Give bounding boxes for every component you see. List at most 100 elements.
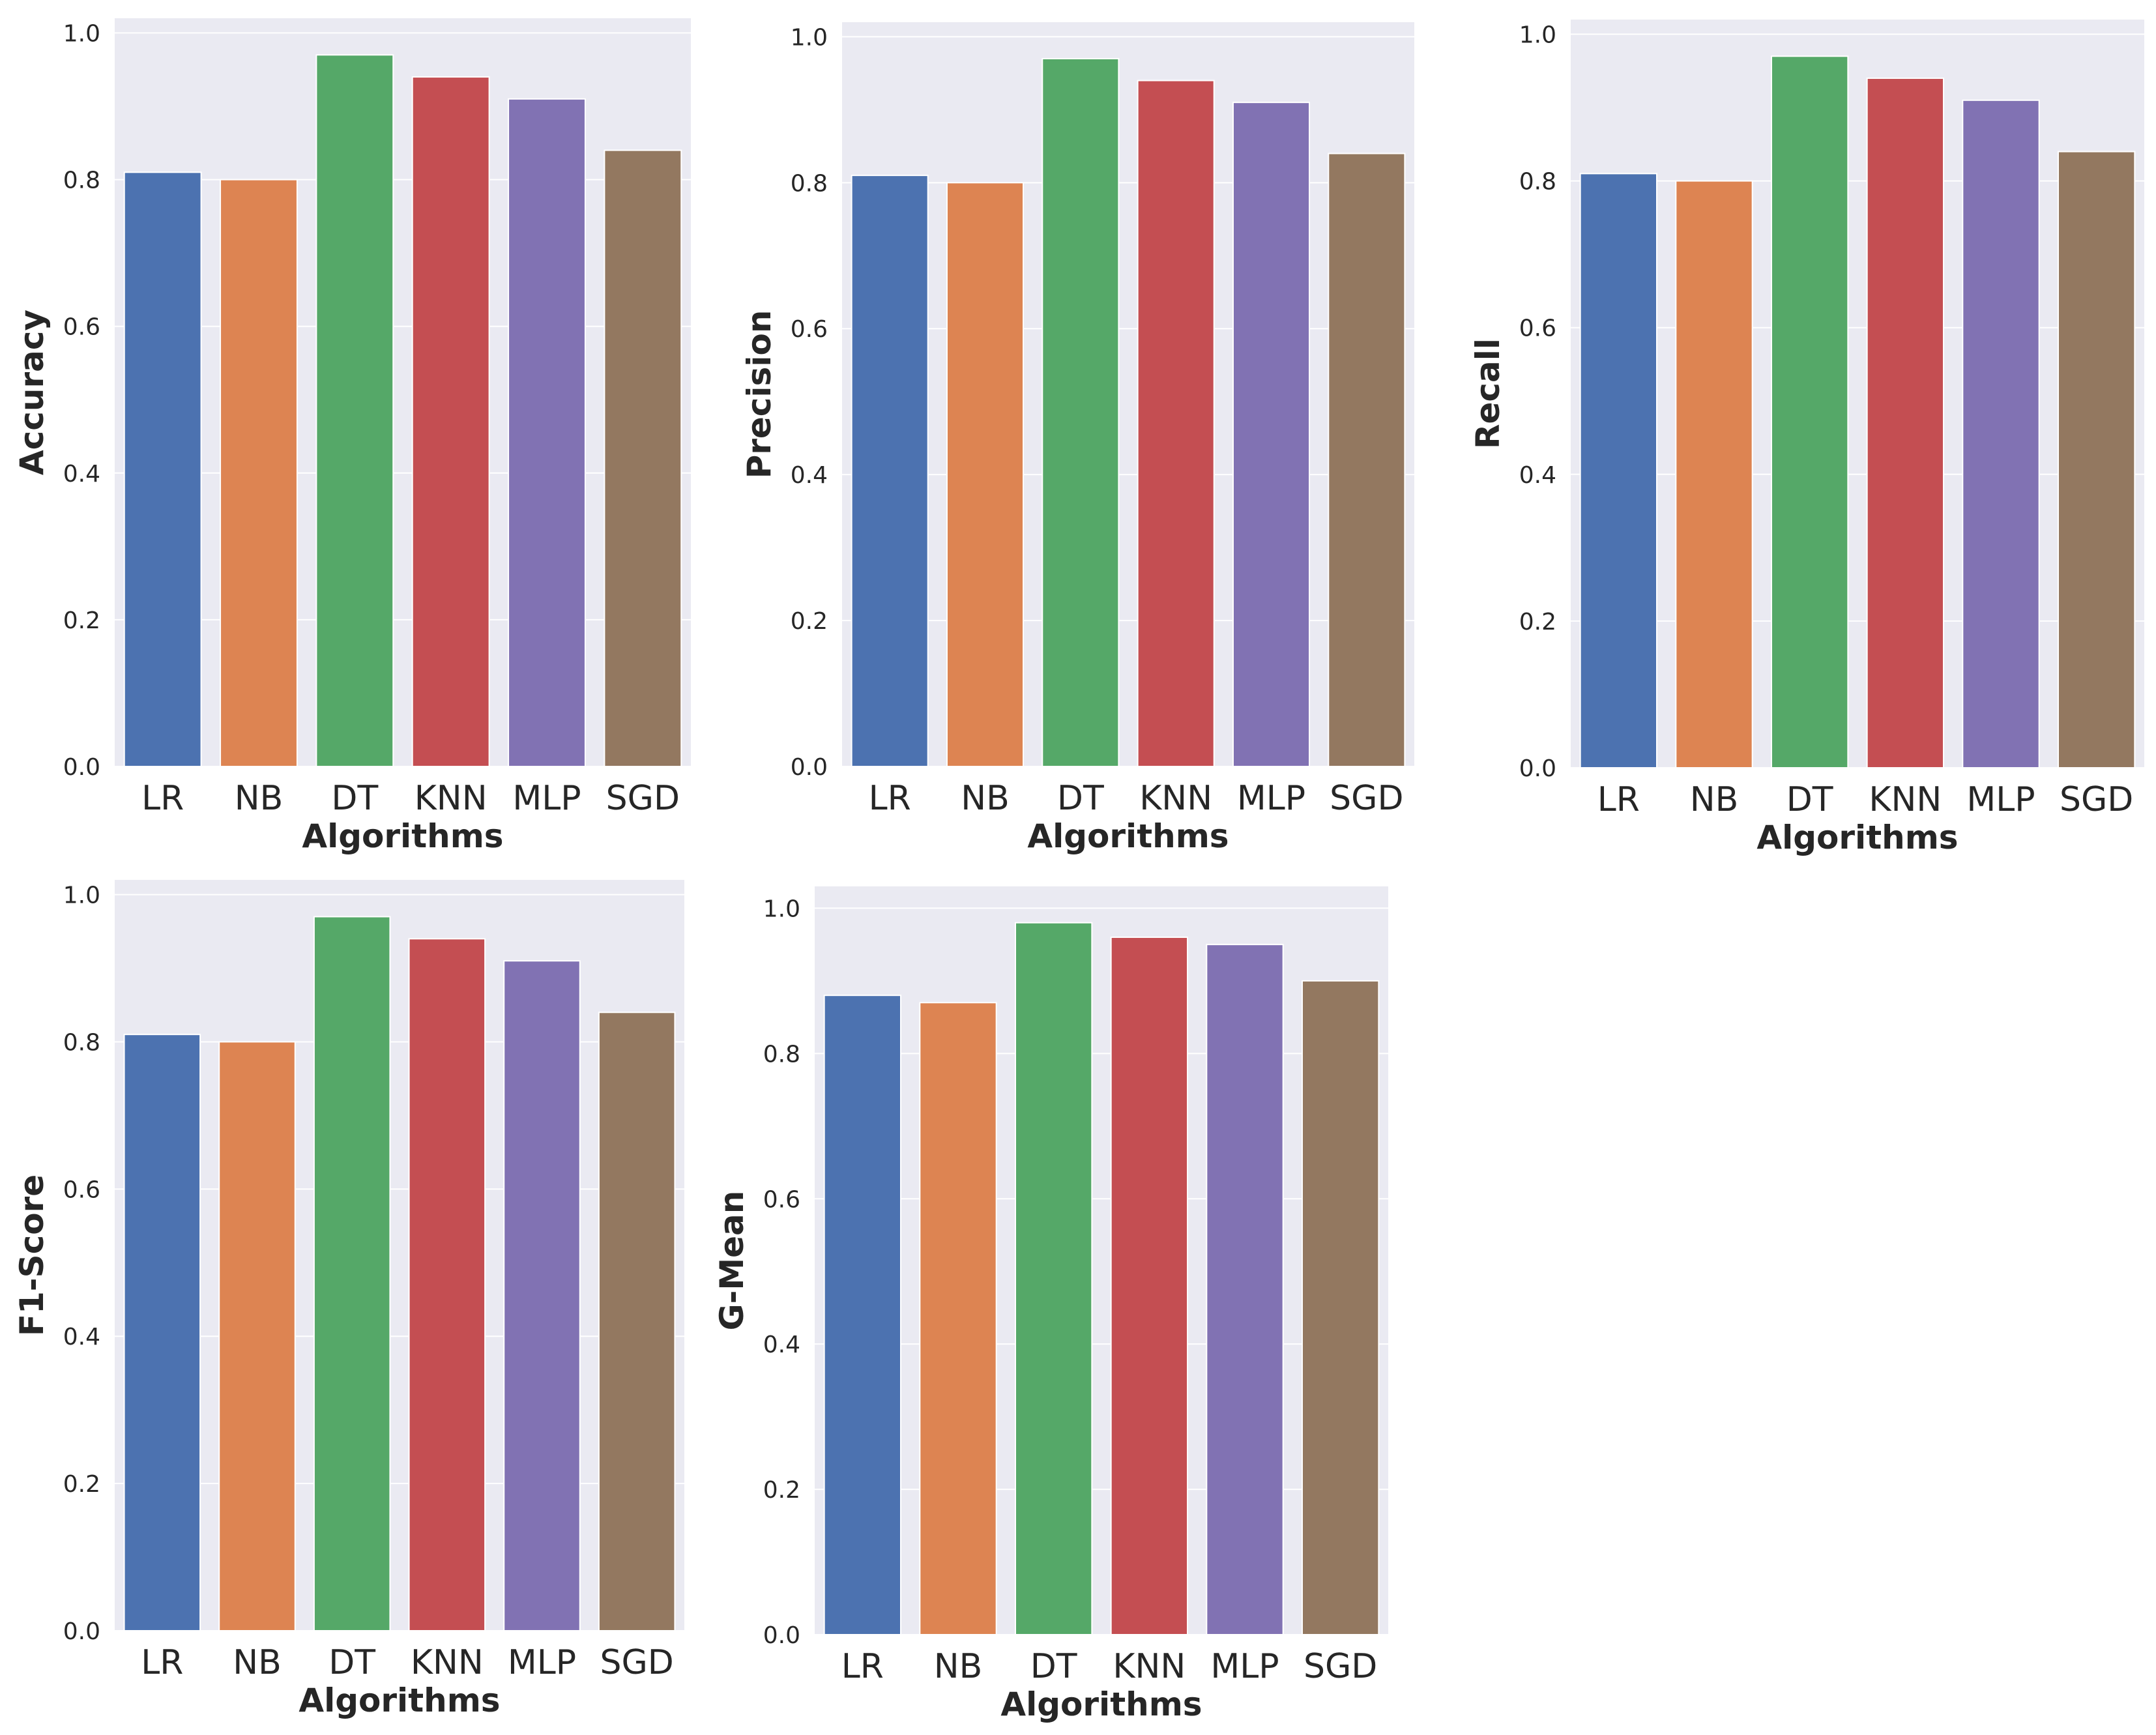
- bar-dt: [1771, 55, 1849, 768]
- y-tick-label: 1.0: [63, 882, 100, 909]
- y-tick-label: 0.0: [791, 754, 828, 781]
- y-tick-label: 0.2: [791, 608, 828, 635]
- y-tick-label: 0.0: [63, 1618, 100, 1645]
- panel-g-mean: 0.0 0.2 0.4 0.6 0.8 1.0 LR NB DT KNN MLP SGD Algorit…: [713, 886, 1388, 1723]
- x-tick-label: LR: [1597, 780, 1640, 819]
- bar-mlp: [1962, 99, 2040, 768]
- panel-f1-score: 0.0 0.2 0.4 0.6 0.8 1.0 LR NB DT KNN MLP SGD Algorit…: [13, 880, 684, 1719]
- bar-lr: [823, 995, 901, 1635]
- y-tick-label: 0.8: [763, 1041, 800, 1068]
- y-tick-label: 0.0: [63, 754, 100, 781]
- x-tick-label: MLP: [508, 1643, 576, 1682]
- bar-dt: [315, 54, 394, 767]
- bar-lr: [1579, 173, 1658, 768]
- x-tick-label: SGD: [1330, 779, 1403, 818]
- x-tick-label: SGD: [2060, 780, 2133, 819]
- bar-knn: [1866, 78, 1945, 769]
- x-axis-title: Algorithms: [1000, 1685, 1202, 1723]
- y-axis-title: Precision: [740, 310, 778, 479]
- y-tick-label: 0.8: [1519, 169, 1556, 196]
- x-tick-label: KNN: [411, 1643, 484, 1682]
- y-tick-label: 0.2: [763, 1477, 800, 1504]
- y-tick-label: 0.8: [791, 170, 828, 197]
- y-tick-label: 0.6: [63, 1176, 100, 1203]
- panel-precision: 0.0 0.2 0.4 0.6 0.8 1.0 LR NB DT KNN MLP SGD Algorit…: [740, 22, 1414, 855]
- y-tick-label: 0.4: [1519, 462, 1556, 489]
- bar-mlp: [503, 960, 581, 1631]
- x-axis-title: Algorithms: [302, 817, 503, 855]
- y-tick-label: 0.6: [791, 316, 828, 343]
- y-axis-title: Accuracy: [13, 310, 51, 475]
- x-tick-label: NB: [961, 779, 1010, 818]
- x-tick-label: NB: [1690, 780, 1739, 819]
- plot-area-recall: [1571, 20, 2144, 768]
- y-tick-label: 1.0: [791, 24, 828, 51]
- y-tick-label: 1.0: [63, 21, 100, 48]
- bar-sgd: [2058, 151, 2136, 768]
- bar-sgd: [604, 149, 682, 767]
- x-tick-label: DT: [331, 779, 378, 818]
- x-tick-label: DT: [1786, 780, 1833, 819]
- y-tick-label: 1.0: [1519, 22, 1556, 49]
- panel-recall: 0.0 0.2 0.4 0.6 0.8 1.0 LR NB DT KNN MLP SGD Algorit…: [1469, 20, 2144, 856]
- x-tick-label: MLP: [1210, 1647, 1279, 1686]
- y-tick-label: 0.2: [63, 607, 100, 634]
- y-tick-label: 0.6: [763, 1186, 800, 1213]
- x-tick-label: NB: [934, 1647, 983, 1686]
- bar-nb: [220, 179, 298, 767]
- y-tick-label: 0.4: [763, 1332, 800, 1358]
- plot-area-g-mean: [815, 886, 1388, 1635]
- bar-mlp: [508, 98, 586, 767]
- bar-lr: [851, 175, 929, 767]
- bar-sgd: [1302, 980, 1380, 1635]
- bar-lr: [123, 171, 202, 767]
- y-tick-label: 0.6: [63, 314, 100, 341]
- bar-dt: [1015, 922, 1093, 1635]
- x-tick-label: LR: [869, 779, 911, 818]
- y-tick-label: 0.2: [1519, 609, 1556, 635]
- plot-area-f1-score: [115, 880, 684, 1631]
- x-tick-label: NB: [235, 779, 284, 818]
- y-tick-label: 0.2: [63, 1471, 100, 1498]
- bar-mlp: [1206, 944, 1284, 1635]
- y-tick-label: 0.6: [1519, 315, 1556, 342]
- x-tick-label: KNN: [1869, 780, 1942, 819]
- x-axis-title: Algorithms: [1027, 817, 1229, 855]
- y-tick-label: 0.4: [63, 1324, 100, 1350]
- bar-sgd: [598, 1012, 676, 1631]
- plot-area-accuracy: [115, 18, 691, 766]
- y-tick-label: 0.4: [63, 461, 100, 488]
- bar-lr: [123, 1034, 201, 1632]
- y-tick-label: 0.8: [63, 1029, 100, 1056]
- y-tick-label: 0.0: [1519, 755, 1556, 782]
- bar-knn: [1110, 937, 1188, 1635]
- bar-nb: [919, 1002, 997, 1635]
- y-axis-title: Recall: [1469, 338, 1507, 449]
- plot-area-precision: [842, 22, 1414, 766]
- x-tick-label: LR: [141, 779, 184, 818]
- x-tick-label: KNN: [415, 779, 488, 818]
- x-tick-label: DT: [1057, 779, 1104, 818]
- x-tick-label: MLP: [512, 779, 581, 818]
- bar-nb: [946, 182, 1025, 767]
- y-axis-title: G-Mean: [713, 1191, 751, 1331]
- bar-knn: [411, 76, 490, 768]
- x-tick-label: KNN: [1139, 779, 1212, 818]
- x-axis-title: Algorithms: [299, 1682, 500, 1719]
- x-tick-label: MLP: [1966, 780, 2035, 819]
- x-tick-label: DT: [328, 1643, 375, 1682]
- y-tick-label: 1.0: [763, 896, 800, 922]
- bar-dt: [1042, 57, 1120, 768]
- x-tick-label: SGD: [1304, 1647, 1377, 1686]
- bar-nb: [218, 1041, 296, 1631]
- x-tick-label: NB: [233, 1643, 282, 1682]
- bar-mlp: [1232, 102, 1311, 767]
- x-tick-label: LR: [141, 1643, 183, 1682]
- bar-knn: [408, 938, 486, 1631]
- x-tick-label: SGD: [606, 779, 680, 818]
- x-tick-label: DT: [1030, 1647, 1077, 1686]
- x-axis-title: Algorithms: [1756, 819, 1958, 856]
- y-tick-label: 0.4: [791, 462, 828, 489]
- bar-dt: [313, 916, 391, 1631]
